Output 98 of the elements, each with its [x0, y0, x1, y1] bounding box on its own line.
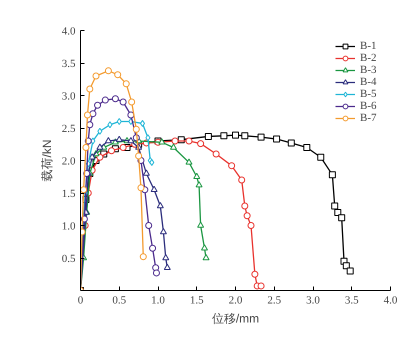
point — [238, 176, 246, 184]
x-tick-label: 2.0 — [228, 294, 243, 306]
point — [244, 212, 251, 220]
point — [116, 136, 123, 142]
point — [127, 137, 134, 144]
point — [145, 222, 152, 229]
point — [135, 152, 142, 160]
x-tick-label: 4.0 — [384, 294, 398, 306]
point — [196, 181, 203, 188]
point — [116, 118, 122, 125]
y-tick-label: 3.0 — [62, 90, 76, 102]
point — [288, 139, 295, 146]
point — [120, 144, 127, 151]
y-tick-label: 3.5 — [62, 58, 76, 70]
point — [170, 144, 177, 150]
point — [186, 138, 192, 144]
point — [303, 144, 310, 151]
point — [164, 264, 171, 270]
legend-label: B-6 — [360, 100, 378, 112]
x-tick-label: 1.0 — [151, 294, 166, 306]
point — [317, 154, 324, 161]
point — [84, 112, 91, 118]
point — [88, 153, 96, 160]
x-tick-label: 3.0 — [306, 294, 320, 306]
point — [102, 96, 109, 104]
point — [132, 126, 140, 133]
point — [186, 158, 192, 165]
y-tick-label: 0.5 — [62, 253, 76, 265]
point — [107, 121, 112, 128]
point — [258, 282, 265, 290]
point — [108, 147, 115, 154]
y-tick-label: 1.5 — [62, 188, 76, 200]
point — [160, 228, 167, 234]
point — [346, 268, 354, 274]
point — [97, 128, 102, 135]
point — [328, 171, 336, 178]
point — [212, 150, 220, 158]
legend-label: B-7 — [360, 112, 378, 124]
point — [145, 134, 150, 142]
point — [241, 202, 248, 210]
point — [96, 154, 104, 161]
x-tick-label: 0.5 — [112, 294, 127, 306]
x-axis-title: 位移/mm — [212, 312, 260, 326]
point — [220, 132, 228, 140]
point — [127, 112, 134, 118]
point — [112, 95, 119, 102]
y-tick-label: 2.5 — [62, 123, 76, 135]
point — [331, 202, 338, 210]
y-tick-label: 1.0 — [62, 220, 76, 232]
point — [80, 186, 88, 194]
point — [251, 270, 258, 278]
point — [149, 244, 156, 252]
point — [202, 254, 210, 260]
point — [104, 67, 112, 74]
y-tick-label: 2.0 — [62, 156, 76, 168]
point — [128, 98, 136, 106]
x-tick-label: 2.5 — [267, 294, 282, 306]
point — [120, 98, 127, 106]
x-tick-label: 1.5 — [190, 294, 204, 306]
point — [241, 132, 248, 140]
point — [96, 144, 104, 150]
point — [228, 162, 236, 170]
point — [104, 137, 112, 144]
legend-label: B-4 — [360, 76, 378, 88]
point — [92, 72, 100, 80]
legend-label: B-3 — [360, 64, 378, 76]
point — [114, 71, 122, 78]
y-axis-title: 载荷/kN — [40, 140, 54, 182]
point — [201, 244, 208, 250]
point — [172, 138, 179, 144]
point — [158, 138, 166, 145]
point — [338, 214, 346, 222]
point — [248, 222, 254, 229]
point — [82, 144, 90, 151]
point — [140, 253, 147, 260]
point — [94, 102, 102, 109]
point — [232, 132, 239, 139]
point — [197, 140, 204, 148]
point — [152, 269, 160, 276]
point — [197, 222, 204, 228]
point — [204, 132, 212, 140]
point — [90, 138, 96, 144]
point — [193, 172, 200, 179]
legend-label: B-5 — [360, 88, 378, 100]
point — [150, 186, 158, 192]
point — [273, 136, 280, 143]
point — [142, 170, 150, 176]
point — [137, 184, 144, 192]
point — [162, 254, 170, 260]
x-tick-label: 3.5 — [344, 294, 360, 306]
x-tick-label: 0 — [78, 294, 84, 306]
point — [86, 86, 94, 92]
legend-label: B-2 — [360, 52, 378, 64]
legend-label: B-1 — [360, 40, 378, 52]
point — [156, 202, 164, 208]
y-tick-label: 4.0 — [62, 26, 76, 38]
point — [122, 80, 130, 88]
point — [258, 134, 265, 141]
